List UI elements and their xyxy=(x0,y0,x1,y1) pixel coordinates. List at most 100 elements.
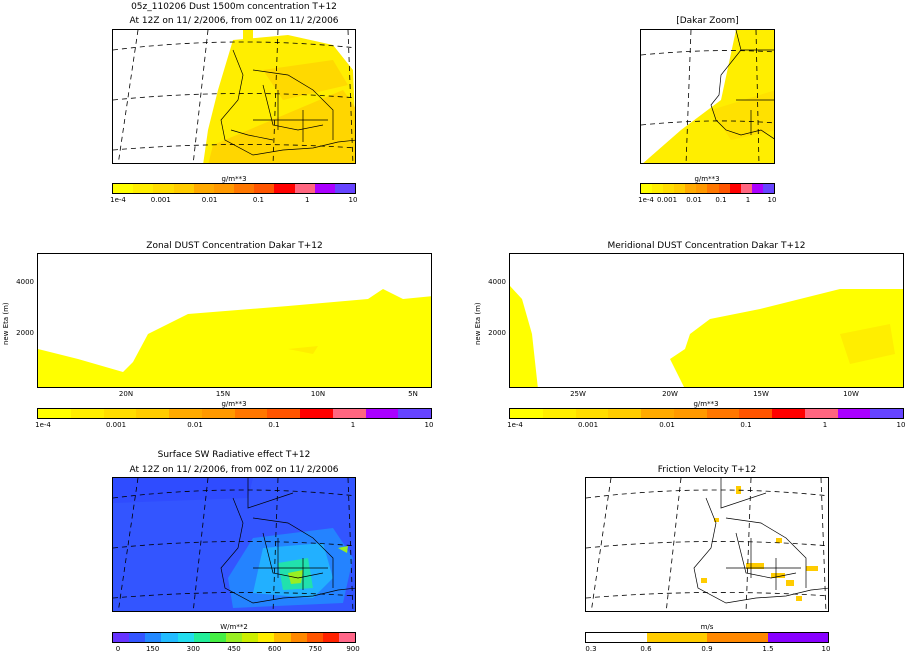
colorbar-tick-label: 600 xyxy=(267,645,282,653)
colorbar-swatch xyxy=(707,633,768,642)
dakar-zoom-svg xyxy=(641,30,774,163)
colorbar-swatch xyxy=(696,184,708,193)
colorbar-swatch xyxy=(762,184,774,193)
colorbar-tick-label: 10 xyxy=(424,421,434,429)
meridional-plot xyxy=(509,253,904,388)
colorbar-swatch xyxy=(294,184,315,193)
colorbar-swatch xyxy=(673,409,707,418)
colorbar-tick-label: 1 xyxy=(745,196,751,204)
colorbar-swatch xyxy=(177,633,194,642)
zonal-colorbar-unit: g/m**3 xyxy=(221,400,247,408)
colorbar-tick-label: 10 xyxy=(348,196,358,204)
colorbar-tick-label: 900 xyxy=(346,645,360,653)
colorbar-swatch xyxy=(707,184,719,193)
sw-colorbar-unit: W/m**2 xyxy=(220,623,248,631)
colorbar-swatch xyxy=(663,184,675,193)
meridional-title: Meridional DUST Concentration Dakar T+12 xyxy=(607,241,806,251)
colorbar-tick-label: 0.01 xyxy=(201,196,218,204)
colorbar-swatch xyxy=(234,409,268,418)
colorbar-swatch xyxy=(751,184,763,193)
colorbar-tick-label: 450 xyxy=(227,645,241,653)
colorbar-swatch xyxy=(209,633,226,642)
colorbar-tick-label: 1.5 xyxy=(762,645,774,653)
colorbar-swatch xyxy=(314,184,335,193)
colorbar-swatch xyxy=(685,184,697,193)
colorbar-swatch xyxy=(641,184,653,193)
colorbar-swatch xyxy=(365,409,399,418)
sw-map-plot xyxy=(112,477,356,612)
colorbar-tick-label: 1 xyxy=(350,421,356,429)
friction-title: Friction Velocity T+12 xyxy=(657,465,757,475)
dust-colorbar-left xyxy=(112,183,356,194)
colorbar-swatch xyxy=(201,409,235,418)
colorbar-swatch xyxy=(870,409,903,418)
dust-map-plot xyxy=(112,29,356,164)
dust-map-svg xyxy=(113,30,355,163)
colorbar-tick-label: 0.001 xyxy=(105,421,127,429)
colorbar-tick-label: 0.001 xyxy=(150,196,171,204)
colorbar-tick-label: 1 xyxy=(304,196,310,204)
colorbar-swatch xyxy=(225,633,243,642)
colorbar-tick-label: 1e-4 xyxy=(638,196,654,204)
colorbar-swatch xyxy=(767,633,828,642)
meridional-xtick: 20W xyxy=(662,390,678,398)
sw-subtitle: At 12Z on 11/ 2/2006, from 00Z on 11/ 2/… xyxy=(129,465,339,475)
colorbar-swatch xyxy=(608,409,641,418)
main-subtitle: At 12Z on 11/ 2/2006, from 00Z on 11/ 2/… xyxy=(129,16,339,26)
colorbar-swatch xyxy=(129,633,146,642)
colorbar-swatch xyxy=(242,633,259,642)
meridional-xtick: 15W xyxy=(753,390,769,398)
meridional-ylabel: new Eta (m) xyxy=(474,302,482,345)
colorbar-swatch xyxy=(300,409,333,418)
colorbar-tick-label: 0.1 xyxy=(740,421,752,429)
dakar-zoom-plot xyxy=(640,29,775,164)
colorbar-swatch xyxy=(674,184,686,193)
meridional-xtick: 25W xyxy=(570,390,586,398)
colorbar-tick-label: 0.1 xyxy=(252,196,264,204)
colorbar-swatch xyxy=(306,633,323,642)
meridional-svg xyxy=(510,286,903,387)
dust-colorbar-right xyxy=(640,183,775,194)
colorbar-swatch xyxy=(740,184,752,193)
colorbar-swatch xyxy=(103,409,137,418)
colorbar-swatch xyxy=(646,633,707,642)
zonal-title: Zonal DUST Concentration Dakar T+12 xyxy=(146,241,323,251)
colorbar-tick-label: 1e-4 xyxy=(35,421,51,429)
colorbar-swatch xyxy=(113,633,130,642)
colorbar-swatch xyxy=(153,184,174,193)
colorbar-tick-label: 0.001 xyxy=(577,421,599,429)
colorbar-tick-label: 1e-4 xyxy=(507,421,523,429)
colorbar-swatch xyxy=(334,184,356,193)
colorbar-swatch xyxy=(274,184,295,193)
colorbar-swatch xyxy=(267,409,300,418)
meridional-colorbar xyxy=(509,408,904,419)
colorbar-swatch xyxy=(213,184,235,193)
colorbar-tick-label: 0.01 xyxy=(659,421,675,429)
friction-colorbar-unit: m/s xyxy=(700,623,714,631)
colorbar-swatch xyxy=(332,409,366,418)
main-title: 05z_110206 Dust 1500m concentration T+12 xyxy=(131,2,337,12)
colorbar-swatch xyxy=(338,633,356,642)
colorbar-swatch xyxy=(133,184,154,193)
colorbar-tick-label: 1e-4 xyxy=(110,196,126,204)
colorbar-swatch xyxy=(510,409,543,418)
colorbar-swatch xyxy=(161,633,178,642)
colorbar-swatch xyxy=(136,409,169,418)
colorbar-swatch xyxy=(234,184,255,193)
zonal-ylabel: new Eta (m) xyxy=(2,302,10,345)
colorbar-swatch xyxy=(729,184,741,193)
zonal-ytick: 2000 xyxy=(16,329,34,337)
colorbar-swatch xyxy=(641,409,674,418)
colorbar-tick-label: 0.001 xyxy=(656,196,678,204)
colorbar-tick-label: 150 xyxy=(145,645,160,653)
colorbar-swatch xyxy=(193,633,210,642)
colorbar-swatch xyxy=(38,409,71,418)
colorbar-swatch xyxy=(322,633,339,642)
colorbar-swatch xyxy=(113,184,134,193)
zonal-ytick: 4000 xyxy=(16,278,34,286)
colorbar-swatch xyxy=(706,409,740,418)
colorbar-tick-label: 0.1 xyxy=(715,196,727,204)
colorbar-swatch xyxy=(169,409,202,418)
meridional-ytick: 2000 xyxy=(488,329,506,337)
colorbar-swatch xyxy=(718,184,730,193)
